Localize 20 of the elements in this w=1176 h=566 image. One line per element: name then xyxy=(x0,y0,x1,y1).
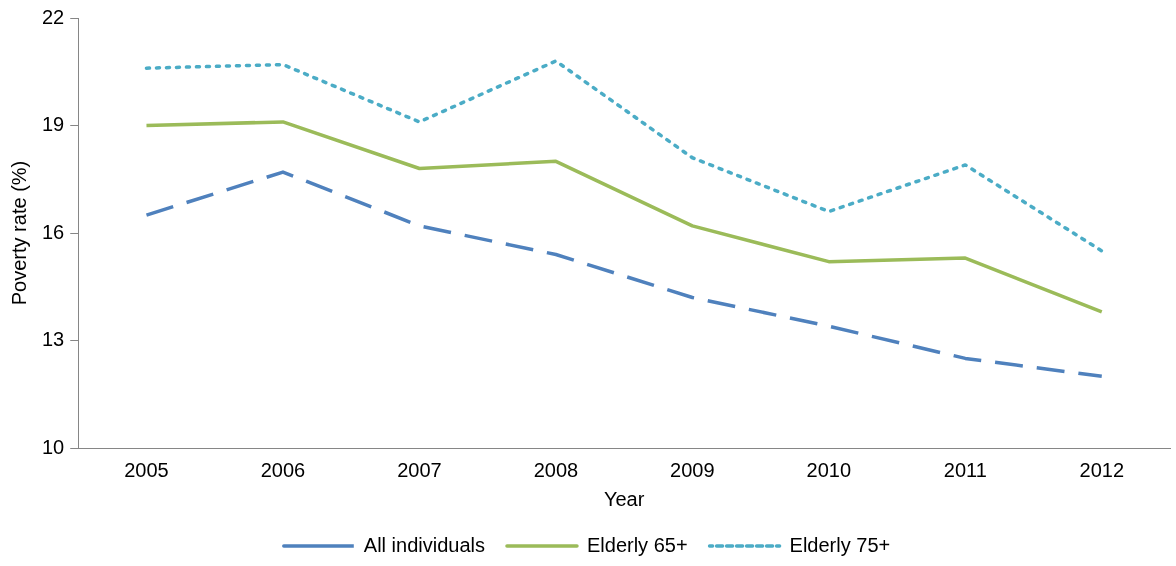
x-axis-title: Year xyxy=(603,487,645,510)
line-series xyxy=(144,59,1104,253)
line-series xyxy=(144,170,1104,379)
x-tick-label: 2006 xyxy=(260,458,306,481)
y-tick-label: 10 xyxy=(42,435,65,458)
y-tick-label: 22 xyxy=(42,5,65,28)
x-tick-label: 2011 xyxy=(943,458,987,481)
y-tick-label: 13 xyxy=(42,328,65,351)
x-tick-label: 2009 xyxy=(670,458,715,481)
x-tick-label: 2008 xyxy=(533,458,579,481)
legend-label: Elderly 75+ xyxy=(789,533,891,556)
y-axis-title: Poverty rate (%) xyxy=(7,160,30,306)
x-tick-label: 2010 xyxy=(806,458,852,481)
legend-label: All individuals xyxy=(363,533,485,556)
legend-label: Elderly 65+ xyxy=(586,533,688,556)
x-tick-label: 2012 xyxy=(1079,458,1125,481)
y-tick-label: 19 xyxy=(42,113,65,136)
y-tick-label: 16 xyxy=(42,220,65,243)
x-tick-label: 2005 xyxy=(124,458,169,481)
x-tick-label: 2007 xyxy=(397,458,442,481)
